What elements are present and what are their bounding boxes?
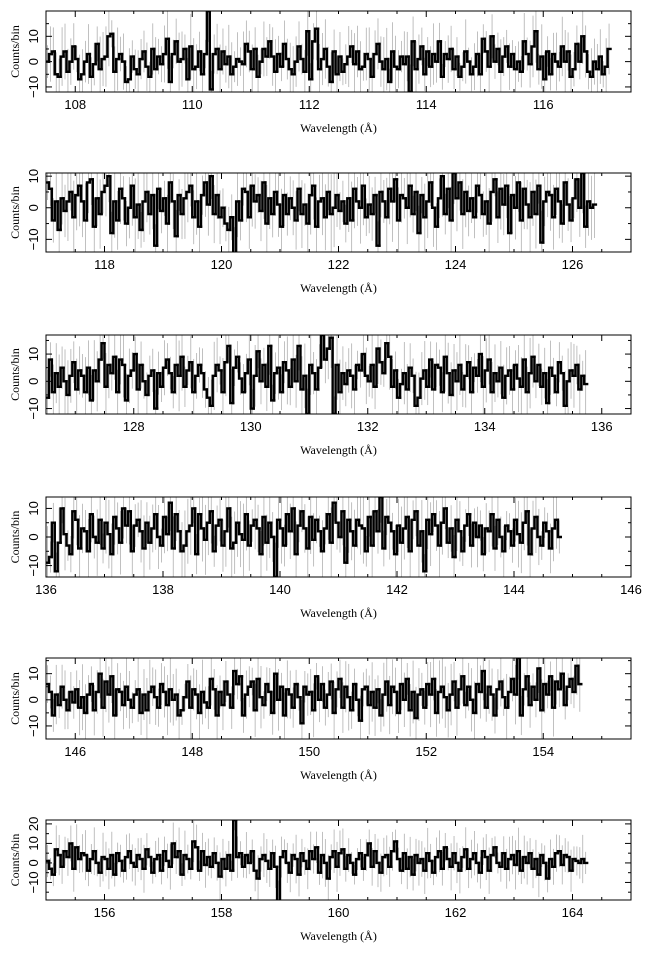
y-axis-title: Counts/bin (8, 348, 22, 401)
plot-area (46, 173, 598, 252)
histogram-bin (556, 518, 562, 539)
y-tick-label: −10 (26, 715, 41, 737)
x-tick-label: 108 (64, 97, 86, 112)
y-axis-title: Counts/bin (8, 25, 22, 78)
histogram-bin (606, 47, 612, 68)
histogram-bin (591, 203, 598, 209)
x-axis-title: Wavelength (Å) (300, 121, 377, 135)
x-tick-label: 158 (211, 905, 233, 920)
y-tick-label: 0 (26, 378, 41, 385)
y-tick-label: 10 (26, 666, 41, 680)
y-tick-label: 10 (26, 501, 41, 515)
panel-4: 136 138 140 142 144 146 −10 0 10 Wavelength (Å) Co… (8, 496, 642, 620)
histogram-bin (205, 11, 211, 56)
y-tick-label: 20 (26, 817, 41, 831)
histogram-bin (331, 336, 337, 414)
x-tick-label: 160 (328, 905, 350, 920)
histogram-bin (583, 374, 589, 386)
x-axis-title: Wavelength (Å) (300, 606, 377, 620)
x-tick-label: 118 (94, 257, 115, 272)
x-tick-label: 112 (299, 97, 320, 112)
y-tick-label: −10 (26, 76, 41, 98)
x-tick-label: 114 (416, 97, 437, 112)
y-axis-title: Counts/bin (8, 834, 22, 887)
x-tick-label: 156 (94, 905, 116, 920)
y-tick-label: 10 (26, 169, 41, 183)
x-tick-label: 138 (152, 582, 174, 597)
x-tick-label: 110 (182, 97, 203, 112)
x-tick-label: 140 (269, 582, 291, 597)
y-tick-label: 10 (26, 347, 41, 361)
x-tick-label: 122 (328, 257, 350, 272)
x-tick-label: 126 (562, 257, 584, 272)
x-tick-label: 142 (386, 582, 408, 597)
x-tick-label: 164 (562, 905, 584, 920)
x-axis-title: Wavelength (Å) (300, 281, 377, 295)
histogram-bin (583, 857, 589, 865)
histogram-bin (378, 497, 384, 533)
x-tick-label: 136 (35, 582, 57, 597)
y-tick-label: 10 (26, 836, 41, 850)
panel-2: 118 120 122 124 126 −10 0 10 Wavelength (Å) Count… (8, 169, 632, 295)
histogram-bin (232, 820, 238, 872)
x-tick-label: 120 (211, 257, 233, 272)
y-tick-label: −10 (26, 398, 41, 420)
x-tick-label: 148 (181, 744, 203, 759)
x-axis-title: Wavelength (Å) (300, 929, 377, 943)
histogram-bin (577, 664, 583, 686)
histogram-bin (319, 335, 326, 369)
x-tick-label: 128 (123, 419, 145, 434)
histogram-bin (232, 216, 235, 252)
y-tick-label: 0 (26, 204, 41, 211)
x-tick-label: 144 (503, 582, 525, 597)
histogram-bin (407, 55, 413, 92)
histogram-bin (451, 173, 457, 222)
plot-area (46, 335, 589, 414)
x-tick-label: 132 (357, 419, 379, 434)
x-tick-label: 154 (532, 744, 554, 759)
y-tick-label: −10 (26, 228, 41, 250)
panel-3: 128 130 132 134 136 −10 0 10 Wavelength (Å) Count… (8, 334, 632, 457)
y-axis-title: Counts/bin (8, 672, 22, 725)
plot-area (46, 658, 583, 739)
histogram-bin (305, 374, 311, 414)
x-tick-label: 134 (474, 419, 496, 434)
y-tick-label: 0 (26, 696, 41, 703)
histogram-bin (515, 658, 522, 696)
plot-area (46, 497, 562, 577)
x-axis-title: Wavelength (Å) (300, 443, 377, 457)
x-tick-label: 136 (591, 419, 613, 434)
x-tick-label: 152 (415, 744, 437, 759)
x-tick-label: 116 (533, 97, 554, 112)
x-tick-label: 150 (298, 744, 320, 759)
x-tick-label: 162 (445, 905, 467, 920)
y-axis-title: Counts/bin (8, 186, 22, 239)
y-tick-label: −10 (26, 871, 41, 893)
x-tick-label: 130 (240, 419, 262, 434)
x-axis-title: Wavelength (Å) (300, 768, 377, 782)
histogram-bin (275, 865, 279, 900)
histogram-bin (272, 535, 279, 577)
x-tick-label: 124 (445, 257, 467, 272)
panel-1: 108 110 112 114 116 −10 0 10 Wavelength (Å) Count… (8, 10, 632, 135)
y-tick-label: 0 (26, 533, 41, 540)
y-tick-label: 0 (26, 859, 41, 866)
x-tick-label: 146 (64, 744, 86, 759)
plot-area (46, 11, 612, 92)
y-axis-title: Counts/bin (8, 511, 22, 564)
y-tick-label: 0 (26, 58, 41, 65)
panel-5: 146 148 150 152 154 −10 0 10 Wavelength (Å) Count… (8, 657, 632, 782)
histogram-bin (580, 173, 586, 209)
plot-area (46, 820, 589, 900)
panel-6: 156 158 160 162 164 −10 0 10 20 Wavelength (Å) Cou… (8, 817, 632, 943)
y-tick-label: 10 (26, 29, 41, 43)
x-tick-label: 146 (620, 582, 642, 597)
y-tick-label: −10 (26, 555, 41, 577)
